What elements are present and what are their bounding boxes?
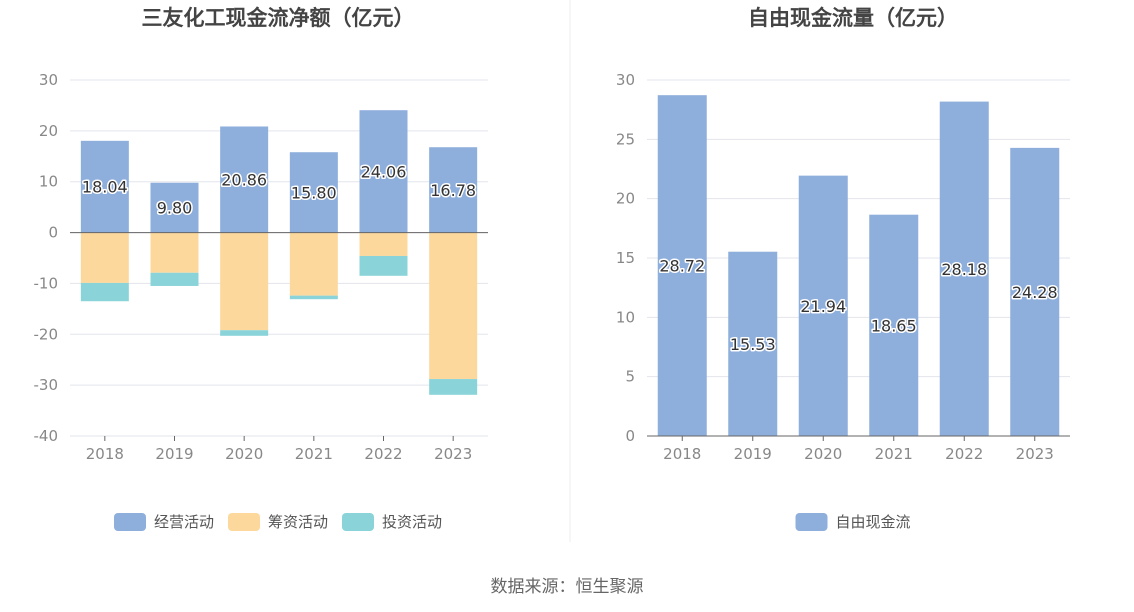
left-x-tick-label: 2019: [155, 445, 193, 463]
left-bar-投资活动-2021: [289, 295, 338, 300]
left-bar-投资活动-2019: [150, 272, 199, 286]
left-y-tick-label: 10: [39, 173, 58, 191]
left-bar-筹资活动-2018: [80, 232, 129, 283]
left-data-label: 15.80: [291, 183, 337, 202]
right-data-label: 15.53: [730, 335, 776, 354]
left-legend-label: 筹资活动: [268, 513, 328, 531]
left-x-tick-label: 2021: [295, 445, 333, 463]
right-legend-swatch: [795, 513, 828, 531]
left-y-tick-label: 0: [48, 224, 58, 242]
left-data-label: 24.06: [361, 162, 407, 181]
left-legend-label: 投资活动: [382, 513, 442, 531]
right-data-label: 18.65: [871, 316, 917, 335]
right-y-tick-label: 30: [616, 71, 635, 89]
left-y-tick-label: 20: [39, 122, 58, 140]
left-x-tick-label: 2022: [364, 445, 402, 463]
left-legend-item: 筹资活动: [228, 513, 328, 531]
right-y-tick-label: 10: [616, 308, 635, 326]
right-chart-free-cashflow: 自由现金流量（亿元） 30 25 20 15 10 5 0 2018 2019 2020 2021 20…: [616, 6, 1070, 531]
left-data-label: 18.04: [82, 178, 128, 197]
right-bar-自由现金流-2021: [869, 214, 919, 436]
right-data-label: 24.28: [1012, 283, 1058, 302]
right-y-tick-label: 5: [625, 368, 635, 386]
left-bar-筹资活动-2019: [150, 232, 199, 273]
left-bar-经营活动-2022: [359, 110, 408, 233]
left-bar-筹资活动-2021: [289, 232, 338, 296]
left-legend-label: 经营活动: [154, 513, 214, 531]
data-source-label: 数据来源：恒生聚源: [490, 577, 644, 597]
right-bar-自由现金流-2019: [728, 251, 778, 436]
left-title: 三友化工现金流净额（亿元）: [142, 6, 415, 30]
left-bar-经营活动-2020: [220, 126, 269, 233]
right-x-tick-label: 2019: [734, 445, 772, 463]
left-bar-经营活动-2023: [429, 147, 478, 233]
left-y-tick-label: -10: [34, 274, 59, 292]
right-x-tick-label: 2022: [945, 445, 983, 463]
right-bar-自由现金流-2020: [798, 175, 848, 437]
left-bar-筹资活动-2023: [429, 232, 478, 380]
left-legend-item: 投资活动: [342, 513, 442, 531]
right-data-label: 28.72: [659, 257, 705, 276]
left-legend-swatch: [342, 513, 374, 531]
right-bar-自由现金流-2022: [939, 101, 989, 436]
left-x-tick-label: 2018: [86, 445, 124, 463]
left-data-label: 16.78: [430, 181, 476, 200]
right-bar-自由现金流-2023: [1010, 147, 1060, 437]
left-bar-投资活动-2018: [80, 282, 129, 302]
right-data-label: 28.18: [941, 260, 987, 279]
right-y-tick-label: 15: [616, 249, 635, 267]
right-data-label: 21.94: [800, 297, 846, 316]
left-bar-经营活动-2021: [289, 152, 338, 233]
left-data-label: 9.80: [157, 199, 193, 218]
right-x-tick-label: 2021: [875, 445, 913, 463]
left-bar-经营活动-2018: [80, 140, 129, 233]
left-y-tick-label: -30: [34, 376, 59, 394]
right-legend-label: 自由现金流: [836, 513, 911, 531]
left-legend-swatch: [114, 513, 146, 531]
left-bar-投资活动-2023: [429, 379, 478, 395]
left-y-tick-label: -40: [34, 427, 59, 445]
left-data-label: 20.86: [221, 171, 267, 190]
left-bar-筹资活动-2022: [359, 232, 408, 256]
right-x-tick-label: 2023: [1016, 445, 1054, 463]
left-bar-筹资活动-2020: [220, 232, 269, 331]
right-title: 自由现金流量（亿元）: [748, 6, 958, 30]
right-bar-自由现金流-2018: [657, 95, 707, 436]
right-legend-item: 自由现金流: [795, 513, 911, 531]
left-bar-投资活动-2020: [220, 330, 269, 336]
right-y-tick-label: 0: [625, 427, 635, 445]
left-legend-swatch: [228, 513, 260, 531]
left-bar-投资活动-2022: [359, 255, 408, 276]
right-x-tick-label: 2020: [804, 445, 842, 463]
left-legend-item: 经营活动: [114, 513, 214, 531]
left-y-tick-label: 30: [39, 71, 58, 89]
right-y-tick-label: 25: [616, 130, 635, 148]
left-x-tick-label: 2023: [434, 445, 472, 463]
right-x-tick-label: 2018: [663, 445, 701, 463]
left-y-tick-label: -20: [34, 325, 59, 343]
left-bar-经营活动-2019: [150, 182, 199, 233]
left-x-tick-label: 2020: [225, 445, 263, 463]
left-chart-cashflow: 三友化工现金流净额（亿元） 30 20 10 0 -10 -20 -30 -40 2018 2019…: [34, 6, 488, 531]
right-y-tick-label: 20: [616, 190, 635, 208]
